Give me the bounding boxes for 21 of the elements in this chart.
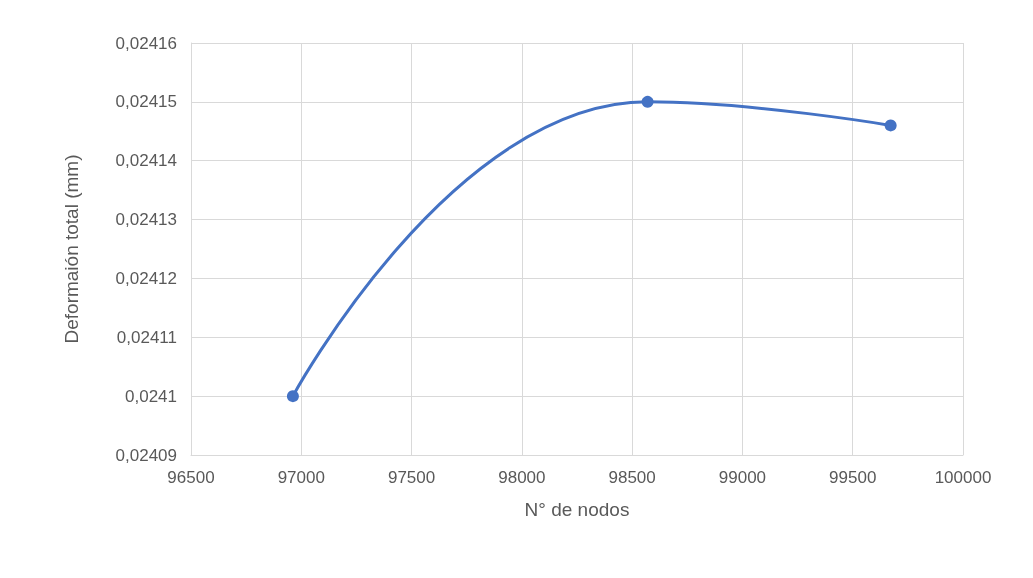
x-tick-label: 98000 (498, 468, 546, 487)
y-tick-label: 0,02409 (115, 445, 177, 465)
y-tick-label: 0,02412 (115, 268, 177, 288)
x-tick-label: 100000 (934, 468, 992, 487)
x-tick-label: 97000 (277, 468, 325, 487)
point (884, 119, 897, 132)
x-tick-label: 99000 (718, 468, 767, 487)
y-tick-label: 0,0241 (125, 386, 177, 406)
x-tick-label: 98500 (608, 468, 656, 487)
point (641, 95, 654, 108)
y-tick-label: 0,02415 (115, 92, 177, 112)
y-axis-title: Deformaión total (mm) (61, 154, 82, 344)
y-tick-label: 0,02413 (115, 210, 177, 230)
point (286, 390, 299, 403)
x-tick-label: 96500 (167, 468, 215, 487)
y-tick-label: 0,02414 (115, 151, 177, 171)
y-tick-label: 0,02411 (116, 327, 177, 347)
x-axis-title: N° de nodos (524, 499, 630, 520)
x-tick-label: 97500 (387, 468, 436, 487)
y-tick-label: 0,02416 (115, 33, 177, 53)
x-tick-label: 99500 (829, 468, 877, 487)
